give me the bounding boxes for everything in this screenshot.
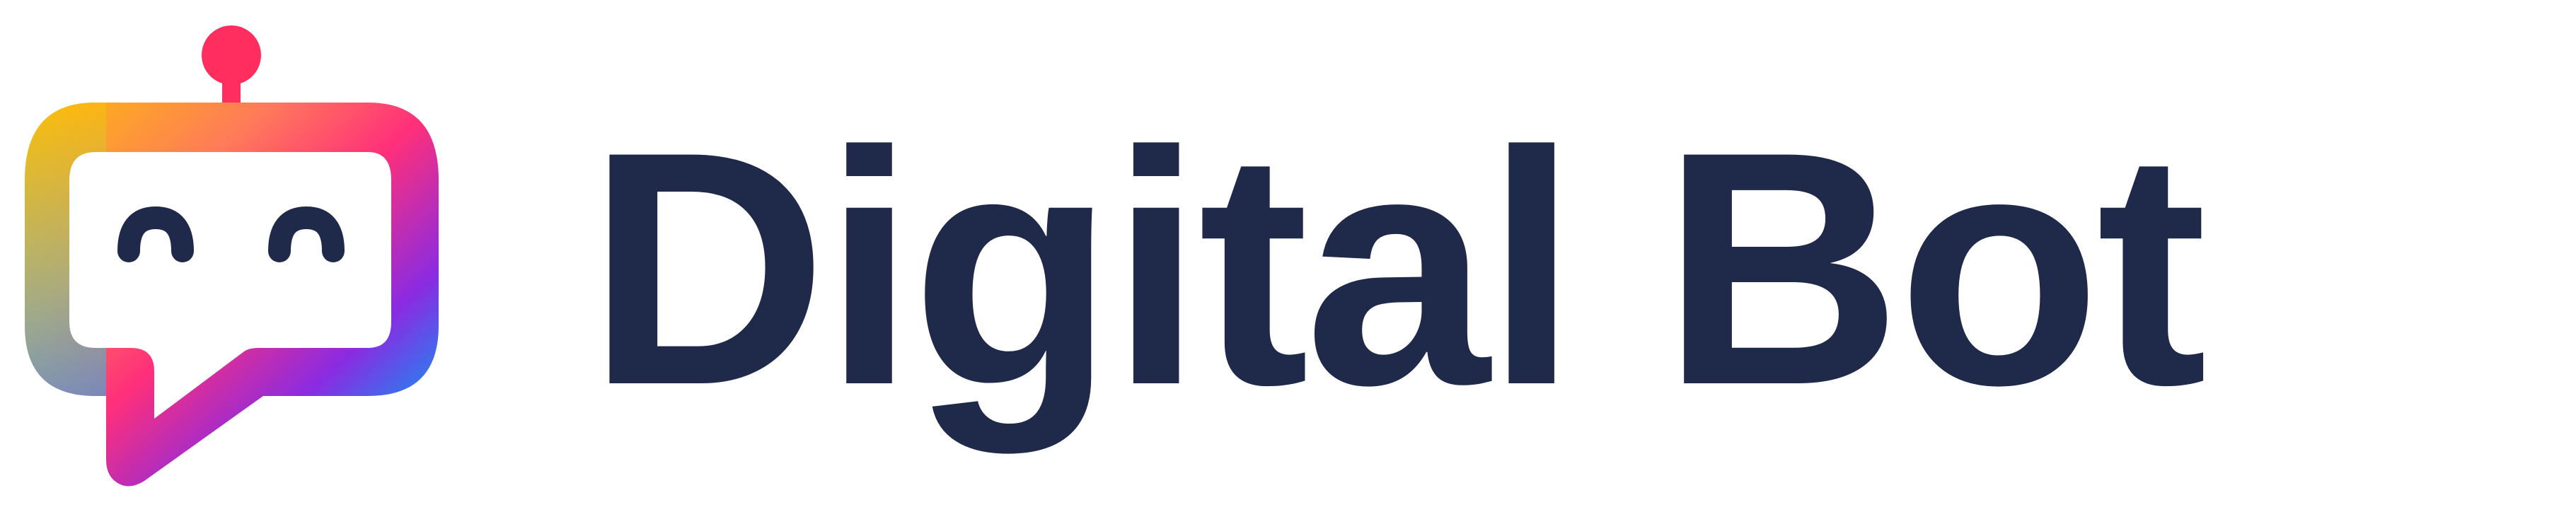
chat-bot-icon: [25, 25, 439, 487]
speech-bubble-outline: [25, 103, 439, 487]
right-eye-icon: [268, 206, 345, 262]
speech-bubble-left-tint: [25, 103, 106, 396]
brand-wordmark: Digital Bot: [587, 83, 2207, 454]
left-eye-icon: [117, 206, 194, 262]
antenna-ball-icon: [202, 25, 261, 85]
antenna: [202, 25, 261, 113]
